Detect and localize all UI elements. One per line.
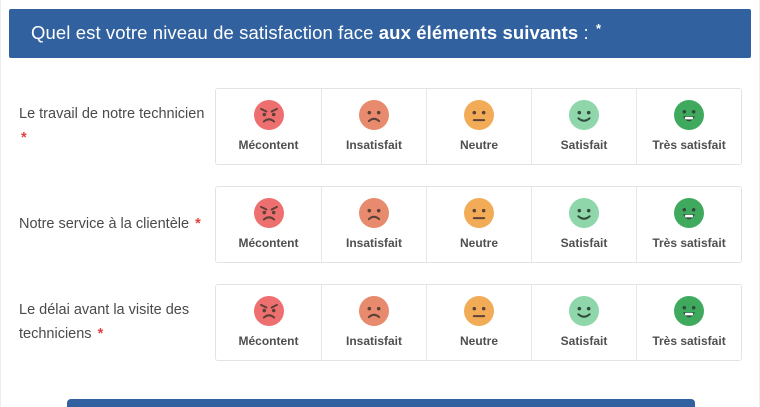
sad-face-icon: [322, 198, 426, 228]
header-text-suffix: :: [578, 22, 595, 43]
angry-face-icon: [216, 296, 321, 326]
question-header: Quel est votre niveau de satisfaction fa…: [9, 9, 751, 58]
rating-option-label: Satisfait: [560, 236, 608, 250]
rating-option-label: Mécontent: [238, 138, 299, 152]
rating-option-mecontent[interactable]: Mécontent: [216, 285, 321, 360]
header-text: Quel est votre niveau de satisfaction fa…: [31, 22, 379, 43]
rating-option-label: Neutre: [459, 236, 498, 250]
neutral-face-icon: [427, 296, 531, 326]
angry-face-icon: [216, 198, 321, 228]
rating-option-label: Insatisfait: [345, 138, 402, 152]
question-text: Le travail de notre technicien: [19, 106, 205, 123]
rating-option-satisfait[interactable]: Satisfait: [531, 187, 636, 262]
rating-option-label: Satisfait: [560, 334, 608, 348]
question-text: Notre service à la clientèle: [19, 215, 190, 232]
rating-option-neutre[interactable]: Neutre: [426, 187, 531, 262]
header-required-asterisk: *: [596, 21, 602, 36]
question-rows: Le travail de notre technicien * Méconten…: [1, 58, 759, 361]
rating-option-label: Mécontent: [238, 236, 299, 250]
angry-face-icon: [216, 100, 321, 130]
sad-face-icon: [322, 100, 426, 130]
question-label: Notre service à la clientèle *: [19, 213, 215, 236]
rating-option-label: Très satisfait: [652, 138, 726, 152]
rating-option-tres-satisfait[interactable]: Très satisfait: [636, 187, 741, 262]
rating-option-label: Très satisfait: [652, 334, 726, 348]
rating-option-label: Satisfait: [560, 138, 608, 152]
sad-face-icon: [322, 296, 426, 326]
rating-option-label: Très satisfait: [652, 236, 726, 250]
rating-option-mecontent[interactable]: Mécontent: [216, 89, 321, 164]
smile-face-icon: [532, 100, 636, 130]
question-row: Le délai avant la visite des techniciens…: [19, 284, 745, 361]
smile-face-icon: [532, 296, 636, 326]
required-asterisk: *: [21, 129, 27, 146]
rating-option-label: Neutre: [459, 334, 498, 348]
rating-scale: Mécontent Insatisfait Neutre Satisfait Très …: [215, 186, 742, 263]
rating-option-mecontent[interactable]: Mécontent: [216, 187, 321, 262]
question-label: Le travail de notre technicien *: [19, 103, 215, 149]
rating-option-insatisfait[interactable]: Insatisfait: [321, 89, 426, 164]
rating-option-label: Neutre: [459, 138, 498, 152]
next-section-bar: [67, 399, 695, 407]
required-asterisk: *: [97, 325, 104, 342]
rating-option-insatisfait[interactable]: Insatisfait: [321, 285, 426, 360]
rating-option-label: Insatisfait: [345, 236, 402, 250]
rating-option-label: Mécontent: [238, 334, 299, 348]
rating-option-neutre[interactable]: Neutre: [426, 89, 531, 164]
grin-face-icon: [637, 296, 741, 326]
rating-option-label: Insatisfait: [345, 334, 402, 348]
rating-option-tres-satisfait[interactable]: Très satisfait: [636, 285, 741, 360]
rating-option-tres-satisfait[interactable]: Très satisfait: [636, 89, 741, 164]
rating-scale: Mécontent Insatisfait Neutre Satisfait Très …: [215, 284, 742, 361]
rating-option-neutre[interactable]: Neutre: [426, 285, 531, 360]
neutral-face-icon: [427, 198, 531, 228]
grin-face-icon: [637, 198, 741, 228]
question-row: Le travail de notre technicien * Méconten…: [19, 88, 745, 165]
smile-face-icon: [532, 198, 636, 228]
question-text: Le délai avant la visite des techniciens: [19, 302, 190, 342]
header-text-bold: aux éléments suivants: [378, 22, 579, 43]
question-label: Le délai avant la visite des techniciens…: [19, 299, 215, 345]
grin-face-icon: [637, 100, 741, 130]
rating-option-insatisfait[interactable]: Insatisfait: [321, 187, 426, 262]
neutral-face-icon: [427, 100, 531, 130]
required-asterisk: *: [195, 215, 201, 232]
rating-option-satisfait[interactable]: Satisfait: [531, 89, 636, 164]
rating-scale: Mécontent Insatisfait Neutre Satisfait Très …: [215, 88, 742, 165]
question-row: Notre service à la clientèle * Mécontent I…: [19, 186, 745, 263]
rating-option-satisfait[interactable]: Satisfait: [531, 285, 636, 360]
